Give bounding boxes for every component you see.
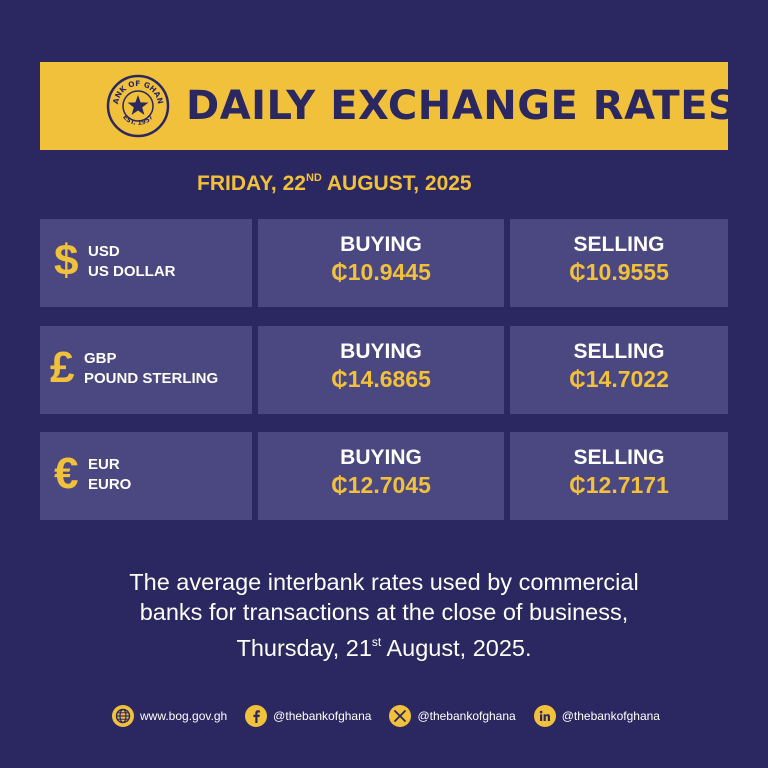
facebook-link[interactable]: @thebankofghana: [245, 705, 371, 727]
euro-icon: €: [54, 449, 79, 498]
currency-cell: £ GBP POUND STERLING: [40, 326, 252, 414]
buying-cell: BUYING ₵10.9445: [258, 219, 504, 307]
rate-row-gbp: £ GBP POUND STERLING BUYING ₵14.6865 SEL…: [40, 326, 728, 416]
buying-cell: BUYING ₵12.7045: [258, 432, 504, 520]
selling-cell: SELLING ₵10.9555: [510, 219, 728, 307]
selling-value: ₵10.9555: [569, 259, 669, 285]
buying-label: BUYING: [340, 233, 422, 256]
note-line: banks for transactions at the close of b…: [139, 599, 629, 625]
note-line: The average interbank rates used by comm…: [129, 569, 639, 595]
facebook-icon: [245, 705, 268, 727]
selling-value: ₵14.7022: [569, 366, 669, 392]
currency-name: US DOLLAR: [88, 263, 176, 280]
selling-cell: SELLING ₵12.7171: [510, 432, 728, 520]
rates-note: The average interbank rates used by comm…: [60, 567, 708, 663]
currency-code: USD: [88, 243, 120, 260]
svg-text:EST. 1957: EST. 1957: [121, 113, 155, 127]
dollar-icon: $: [54, 236, 79, 285]
x-icon: [389, 705, 412, 727]
currency-code: EUR: [88, 456, 120, 473]
pound-icon: £: [50, 343, 75, 392]
linkedin-icon: [533, 705, 556, 727]
selling-cell: SELLING ₵14.7022: [510, 326, 728, 414]
buying-cell: BUYING ₵14.6865: [258, 326, 504, 414]
selling-label: SELLING: [573, 233, 665, 256]
selling-value: ₵12.7171: [569, 472, 669, 498]
currency-code: GBP: [84, 350, 117, 367]
buying-value: ₵14.6865: [331, 366, 431, 392]
currency-cell: $ USD US DOLLAR: [40, 219, 252, 307]
currency-name: POUND STERLING: [84, 370, 219, 387]
website-link[interactable]: www.bog.gov.gh: [112, 705, 227, 727]
note-line: Thursday, 21st August, 2025.: [236, 635, 532, 661]
currency-name: EURO: [88, 476, 132, 493]
globe-icon: [112, 705, 134, 727]
facebook-handle: @thebankofghana: [273, 709, 372, 723]
website-text: www.bog.gov.gh: [140, 709, 228, 723]
linkedin-link[interactable]: @thebankofghana: [533, 705, 660, 727]
currency-cell: € EUR EURO: [40, 432, 252, 520]
social-footer: www.bog.gov.gh @thebankofghana @thebanko…: [112, 703, 660, 729]
header-banner: BANK OF GHANA EST. 1957 DAILY EXCHANGE R…: [40, 62, 737, 150]
buying-value: ₵10.9445: [331, 259, 431, 285]
page-title: DAILY EXCHANGE RATES: [186, 83, 738, 129]
bank-of-ghana-seal-icon: BANK OF GHANA EST. 1957: [106, 74, 170, 138]
buying-label: BUYING: [340, 340, 422, 363]
linkedin-handle: @thebankofghana: [561, 709, 660, 723]
buying-value: ₵12.7045: [331, 472, 431, 498]
rate-date: FRIDAY, 22ND AUGUST, 2025: [197, 172, 472, 195]
x-handle: @thebankofghana: [417, 709, 516, 723]
rate-row-usd: $ USD US DOLLAR BUYING ₵10.9445 SELLING …: [40, 219, 728, 309]
buying-label: BUYING: [340, 446, 422, 469]
rate-row-eur: € EUR EURO BUYING ₵12.7045 SELLING ₵12.7…: [40, 432, 728, 522]
selling-label: SELLING: [573, 340, 665, 363]
selling-label: SELLING: [573, 446, 665, 469]
x-link[interactable]: @thebankofghana: [389, 705, 516, 727]
